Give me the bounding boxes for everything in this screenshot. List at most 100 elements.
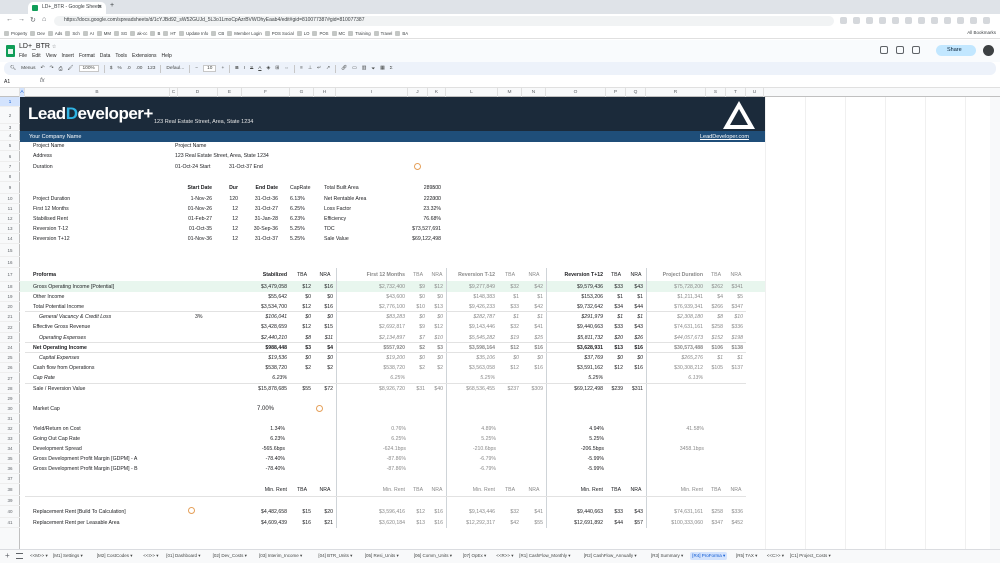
row-header[interactable]: 29 <box>0 394 20 404</box>
column-header[interactable]: O <box>546 88 606 97</box>
row-header[interactable]: 19 <box>0 292 20 302</box>
menu-item-format[interactable]: Format <box>78 53 95 59</box>
row-header[interactable]: 35 <box>0 454 20 464</box>
text-color-icon[interactable]: A <box>258 66 262 71</box>
merge-cells-icon[interactable]: ⇔ <box>284 66 290 71</box>
row-header[interactable]: 4 <box>0 131 20 141</box>
row-header[interactable]: 41 <box>0 518 20 528</box>
row-header[interactable]: 31 <box>0 414 20 424</box>
font-size-increase-button[interactable]: + <box>221 66 225 71</box>
row-header[interactable]: 1 <box>0 97 20 107</box>
row-header[interactable]: 12 <box>0 214 20 224</box>
menu-item-extensions[interactable]: Extensions <box>132 53 157 59</box>
menu-item-help[interactable]: Help <box>161 53 172 59</box>
all-sheets-icon[interactable] <box>16 553 23 559</box>
insert-link-icon[interactable]: 🔗︎ <box>341 66 348 71</box>
row-header[interactable]: 6 <box>0 151 20 162</box>
row-header[interactable]: 16 <box>0 257 20 268</box>
column-header[interactable]: K <box>428 88 446 97</box>
menu-item-edit[interactable]: Edit <box>32 53 41 59</box>
column-header[interactable]: U <box>746 88 764 97</box>
row-header[interactable]: 17 <box>0 268 20 282</box>
sheet-tab[interactable]: <<C>> ▾ <box>766 553 785 558</box>
row-header[interactable]: 26 <box>0 363 20 373</box>
empty-cells[interactable] <box>765 97 1000 549</box>
row-header[interactable]: 40 <box>0 506 20 518</box>
insert-chart-icon[interactable]: ▥ <box>361 66 367 71</box>
font-select[interactable]: Defaul... <box>166 66 185 71</box>
decrease-decimal-button[interactable]: .0 <box>126 66 131 71</box>
font-size-decrease-button[interactable]: − <box>195 66 199 71</box>
strikethrough-icon[interactable]: S <box>250 66 254 71</box>
search-menus-icon[interactable]: 🔍︎ <box>10 66 17 71</box>
row-header[interactable]: 18 <box>0 282 20 292</box>
menu-item-file[interactable]: File <box>19 53 28 59</box>
close-tab-icon[interactable]: ✕ <box>97 4 102 10</box>
filter-icon[interactable]: ⏷ <box>371 66 376 72</box>
column-header[interactable]: P <box>606 88 626 97</box>
bookmark-item[interactable]: POS <box>312 30 329 36</box>
sheet-tab[interactable]: [M2] CostCodes ▾ <box>96 553 133 558</box>
bookmark-item[interactable]: CB <box>211 30 224 36</box>
column-header[interactable]: A <box>20 88 25 97</box>
sheet-tab[interactable]: <<M>> ▾ <box>30 553 48 558</box>
star-icon[interactable]: ☆ <box>51 44 57 50</box>
bold-icon[interactable]: B <box>235 66 239 71</box>
website-link[interactable]: LeadDeveloper.com <box>700 134 749 140</box>
name-box[interactable]: A1 <box>4 79 11 85</box>
row-header[interactable]: 7 <box>0 162 20 172</box>
row-header[interactable]: 8 <box>0 172 20 182</box>
bookmark-item[interactable]: POS Social <box>264 30 294 36</box>
column-header[interactable]: D <box>178 88 218 97</box>
sheet-grid[interactable]: LeadDeveloper+ 123 Real Estate Street, A… <box>20 97 765 549</box>
sheet-tab[interactable]: [04] BTR_Units ▾ <box>318 553 353 558</box>
sheet-tab[interactable]: [R5] TAX ▾ <box>736 553 758 558</box>
bookmark-item[interactable]: Sch <box>65 30 80 36</box>
column-header[interactable]: T <box>726 88 746 97</box>
currency-format-button[interactable]: $ <box>109 66 113 71</box>
document-title[interactable]: LD+_BTR ☆ <box>19 43 57 50</box>
row-header[interactable]: 9 <box>0 182 20 194</box>
align-horizontal-icon[interactable]: ≡ <box>300 66 303 71</box>
all-bookmarks-link[interactable]: All Bookmarks <box>964 30 996 35</box>
bookmark-item[interactable]: Ads <box>47 30 62 36</box>
functions-icon[interactable]: Σ <box>389 66 393 71</box>
sheet-tab[interactable]: <<I>> ▾ <box>143 553 159 558</box>
row-header[interactable]: 30 <box>0 404 20 414</box>
bookmark-item[interactable]: HT <box>163 30 176 36</box>
row-header[interactable]: 34 <box>0 444 20 454</box>
column-header[interactable]: Q <box>626 88 646 97</box>
row-header[interactable]: 14 <box>0 234 20 244</box>
vertical-scrollbar[interactable] <box>990 97 1000 549</box>
align-vertical-icon[interactable]: ⊥ <box>307 66 313 71</box>
row-header[interactable]: 27 <box>0 373 20 384</box>
column-header[interactable]: B <box>25 88 170 97</box>
header-icons[interactable] <box>880 46 920 54</box>
borders-icon[interactable]: ⊞ <box>275 66 280 71</box>
column-header[interactable]: H <box>314 88 336 97</box>
row-header[interactable]: 24 <box>0 343 20 353</box>
add-sheet-icon[interactable]: + <box>5 551 10 560</box>
undo-icon[interactable]: ↶ <box>40 66 45 71</box>
text-wrap-icon[interactable]: ↵ <box>317 66 322 71</box>
row-header[interactable]: 33 <box>0 434 20 444</box>
row-header[interactable]: 11 <box>0 204 20 214</box>
fill-color-icon[interactable]: ◈ <box>266 66 271 71</box>
bookmark-item[interactable]: Dev <box>30 30 45 36</box>
sheet-tab[interactable]: [M1] Settings ▾ <box>53 553 83 558</box>
row-header[interactable]: 13 <box>0 224 20 234</box>
sheet-tab[interactable]: [03] Interim_Income ▾ <box>259 553 303 558</box>
menu-item-view[interactable]: View <box>45 53 57 59</box>
bookmark-item[interactable]: ak-cc <box>130 30 147 36</box>
font-size-input[interactable]: 10 <box>203 65 217 72</box>
sheet-tab[interactable]: [R1] CashFlow_Monthly ▾ <box>519 553 571 558</box>
home-icon[interactable]: ⌂ <box>42 16 47 23</box>
row-header[interactable]: 39 <box>0 496 20 506</box>
column-header[interactable]: G <box>290 88 314 97</box>
menu-item-data[interactable]: Data <box>99 53 111 59</box>
row-header[interactable]: 15 <box>0 244 20 257</box>
redo-icon[interactable]: ↷ <box>49 66 54 71</box>
sheet-tab[interactable]: [07] OpEx ▾ <box>462 553 487 558</box>
print-icon[interactable]: ⎙ <box>58 66 63 72</box>
row-header[interactable]: 2 <box>0 107 20 124</box>
